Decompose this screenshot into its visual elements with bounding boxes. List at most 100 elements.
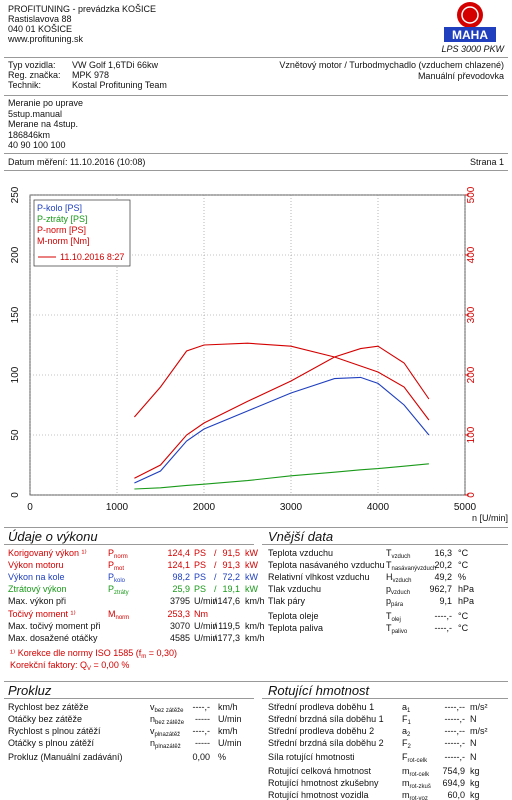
rule — [4, 681, 508, 682]
symbol: a — [402, 702, 408, 712]
row-value: 754,9 — [442, 766, 465, 776]
vehicle-value: MPK 978 — [72, 70, 110, 80]
symbol-sub: vzduch — [391, 554, 411, 560]
row-label: Ztrátový výkon — [8, 584, 67, 594]
note: 186846km — [8, 129, 51, 140]
logo-box — [444, 27, 496, 42]
row-symbol: mrot-celk — [402, 766, 429, 781]
row-value: ----,- — [192, 702, 211, 712]
footnote-part: V — [87, 666, 92, 672]
footnote: ¹⁾ Korekce dle normy ISO 1585 (fm = 0,30… — [10, 648, 177, 663]
rule — [262, 544, 508, 545]
row-label: Střední prodleva doběhu 2 — [268, 726, 375, 736]
symbol: P — [108, 584, 115, 594]
row-value: 60,0 — [447, 790, 465, 800]
row-unit: km/h — [245, 633, 265, 643]
symbol: M — [108, 609, 116, 619]
row-label: Teplota vzduchu — [268, 548, 334, 558]
row-label: Výkon motoru — [8, 560, 64, 570]
row-symbol: F1 — [402, 714, 411, 729]
row-label: Rychlost s plnou zátěží — [8, 726, 101, 736]
row-symbol: Tpalivo — [386, 623, 407, 638]
row-symbol: vplnazátěž — [150, 726, 180, 741]
row-label: Otáčky bez zátěže — [8, 714, 83, 724]
row-value: 177,3 — [217, 633, 240, 643]
row-label: Teplota oleje — [268, 611, 319, 621]
row-value: ----,- — [192, 726, 211, 736]
row-unit: PS — [194, 560, 207, 570]
row-symbol: Tolej — [386, 611, 401, 626]
row-label: Střední brzdná síla doběhu 2 — [268, 738, 384, 748]
symbol-sub: rot-celk — [409, 772, 430, 778]
row-sep: / — [214, 572, 217, 582]
legend-entry: P-norm [PS] — [37, 225, 86, 235]
row-unit: % — [218, 752, 227, 762]
row-unit: km/h — [245, 621, 265, 631]
row-label: Tlak vzduchu — [268, 584, 322, 594]
x-tick-label: 3000 — [280, 502, 303, 513]
row-value: 4585 — [169, 633, 190, 643]
symbol-sub: ztráty — [114, 590, 129, 596]
row-unit: U/min — [194, 596, 218, 606]
symbol: H — [386, 572, 393, 582]
symbol: m — [402, 778, 410, 788]
row-label: Otáčky s plnou zátěží — [8, 738, 95, 748]
symbol: F — [402, 752, 408, 762]
row-unit: m/s² — [470, 726, 488, 736]
y-tick-label: 0 — [10, 492, 21, 498]
symbol-sub: vzduch — [392, 578, 412, 584]
row-value: 20,2 — [434, 560, 452, 570]
row-label: Točivý moment ¹⁾ — [8, 609, 76, 619]
symbol-sub: rot-zkuš — [409, 784, 431, 790]
symbol: a — [402, 726, 408, 736]
section-title: Vnější data — [268, 529, 334, 544]
row-symbol: Pnorm — [108, 548, 128, 563]
legend-entry: M-norm [Nm] — [37, 236, 90, 246]
row-sep: / — [214, 633, 217, 643]
symbol: P — [108, 548, 115, 558]
row-value: 3070 — [169, 621, 190, 631]
row-value: 253,3 — [167, 609, 190, 619]
row-symbol: pvzduch — [386, 584, 410, 599]
row-label: Síla rotující hmotnosti — [268, 752, 355, 762]
row-label: Rychlost bez zátěže — [8, 702, 89, 712]
x-tick-label: 0 — [27, 502, 33, 513]
row-symbol: nplnazátěž — [150, 738, 181, 753]
row-unit: kg — [470, 766, 480, 776]
row-unit: kW — [245, 548, 258, 558]
symbol: P — [108, 560, 115, 570]
row-unit: kW — [245, 560, 258, 570]
row-unit: U/min — [218, 738, 242, 748]
row-symbol: a1 — [402, 702, 410, 717]
x-tick-label: 5000 — [454, 502, 477, 513]
row-unit: % — [458, 572, 467, 582]
row-sep: / — [214, 584, 217, 594]
y-tick-label: 150 — [10, 306, 21, 323]
footnote-part: = 0,30) — [146, 648, 178, 658]
row-unit: Nm — [194, 609, 208, 619]
row-label: Max. dosažené otáčky — [8, 633, 98, 643]
row-value: 72,2 — [222, 572, 240, 582]
symbol-sub: bez zátěže — [155, 720, 185, 726]
row-value: ----,-- — [444, 702, 465, 712]
rule — [4, 57, 508, 58]
row-unit: N — [470, 752, 477, 762]
series-line — [133, 342, 430, 421]
logo: MAHA LPS 3000 PKW — [441, 2, 505, 54]
row-value: ----,-- — [444, 726, 465, 736]
section-title: Rotující hmotnost — [268, 683, 370, 698]
row-value: 19,1 — [222, 584, 240, 594]
company-line: PROFITUNING - prevádzka KOŠICE — [8, 4, 157, 14]
row-unit: kg — [470, 778, 480, 788]
legend-box — [33, 199, 131, 267]
rule — [262, 698, 508, 699]
row-value: ----- — [195, 714, 210, 724]
y-tick-label: 200 — [10, 246, 21, 263]
symbol-sub: 2 — [407, 744, 411, 750]
row-unit: °C — [458, 611, 469, 621]
y2-tick-label: 200 — [466, 366, 477, 383]
series-line — [134, 376, 430, 484]
symbol: T — [386, 560, 392, 570]
symbol-sub: nasávanývzduch — [391, 566, 437, 572]
section-title: Prokluz — [8, 683, 52, 698]
